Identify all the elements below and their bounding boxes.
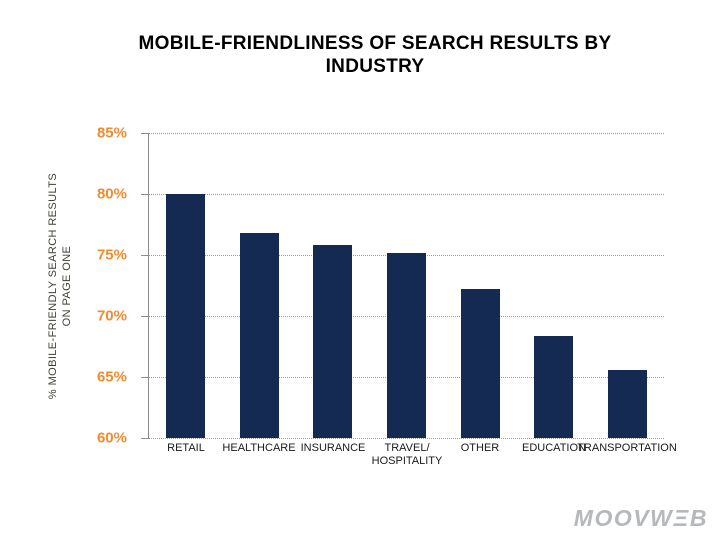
gridline [149, 438, 664, 439]
x-tick-label-transportation: TRANSPORTATION [577, 442, 677, 454]
plot-area: 85% 80% 75% 70% 65% 60% RETAIL HEALTHCARE INSURA… [97, 125, 677, 468]
y-tick-label: 70% [96, 307, 127, 325]
y-tick-mark [141, 377, 149, 378]
bar-retail [166, 194, 205, 438]
y-tick-mark [141, 316, 149, 317]
y-tick-label: 75% [96, 246, 127, 264]
y-tick-mark [141, 438, 149, 439]
bar-healthcare [240, 233, 279, 438]
y-tick-label: 60% [96, 429, 127, 447]
gridline [149, 194, 664, 195]
bar-travel [387, 253, 426, 438]
gridline [149, 133, 664, 134]
x-tick-label-travel: TRAVEL/ HOSPITALITY [371, 442, 443, 467]
x-tick-label-healthcare: HEALTHCARE [222, 442, 296, 454]
bar-transportation [608, 370, 647, 438]
bar-other [461, 289, 500, 438]
x-tick-label-insurance: INSURANCE [300, 442, 366, 454]
y-tick-mark [141, 194, 149, 195]
moovweb-logo: MOOVWΞB [573, 505, 708, 531]
y-tick-label: 80% [96, 185, 127, 203]
bar-insurance [313, 245, 352, 438]
bar-education [534, 336, 573, 438]
x-tick-label-retail: RETAIL [167, 442, 205, 454]
y-axis-title: % MOBILE-FRIENDLY SEARCH RESULTS ON PAGE… [47, 172, 73, 400]
x-tick-label-other: OTHER [460, 442, 500, 454]
y-tick-label: 85% [96, 124, 127, 142]
y-tick-mark [141, 133, 149, 134]
x-tick-label-education: EDUCATION [522, 442, 586, 454]
chart-title: MOBILE-FRIENDLINESS OF SEARCH RESULTS BY… [138, 33, 612, 77]
y-tick-label: 65% [96, 368, 127, 386]
y-tick-mark [141, 255, 149, 256]
